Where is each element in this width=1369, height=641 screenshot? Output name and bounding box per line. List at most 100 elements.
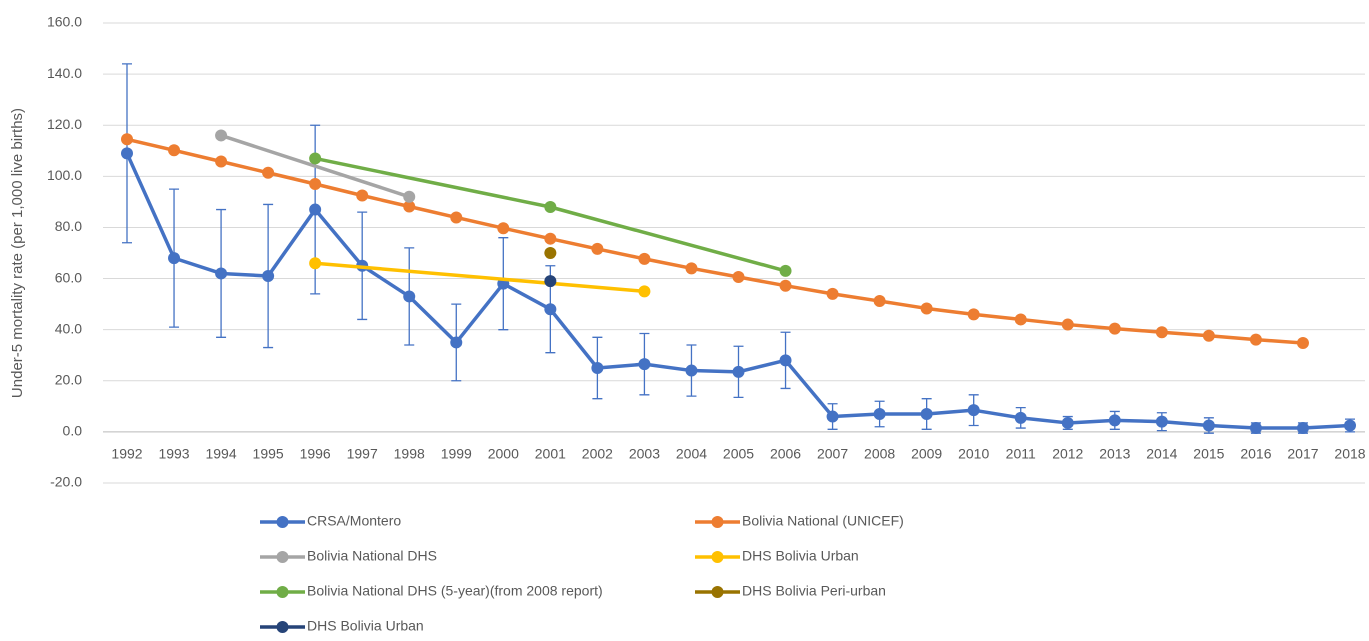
- data-point: [826, 410, 839, 423]
- data-point: [685, 262, 698, 275]
- data-point: [1155, 415, 1168, 428]
- y-tick-label: 100.0: [47, 167, 82, 183]
- data-point: [497, 222, 510, 235]
- data-point: [1061, 416, 1074, 429]
- data-point: [544, 275, 557, 288]
- data-point: [121, 147, 133, 160]
- x-tick-label: 1995: [253, 446, 284, 462]
- x-tick-label: 2002: [582, 446, 613, 462]
- x-tick-label: 1999: [441, 446, 472, 462]
- data-point: [591, 242, 604, 255]
- data-point: [1249, 422, 1262, 435]
- y-tick-label: 60.0: [55, 269, 82, 285]
- x-tick-label: 2009: [911, 446, 942, 462]
- series-line: [126, 137, 1304, 345]
- data-point: [732, 365, 745, 378]
- data-point: [403, 190, 416, 203]
- data-point: [450, 336, 463, 349]
- legend-marker: [276, 516, 289, 528]
- data-point: [1061, 318, 1074, 331]
- x-tick-label: 1992: [111, 446, 142, 462]
- data-point: [450, 211, 463, 224]
- x-tick-label: 1993: [158, 446, 189, 462]
- data-point: [1155, 326, 1168, 339]
- x-tick-label: 2017: [1287, 446, 1318, 462]
- legend-marker: [276, 586, 289, 598]
- data-point: [309, 257, 322, 270]
- data-point: [215, 267, 228, 280]
- x-tick-label: 1996: [300, 446, 331, 462]
- data-point: [544, 247, 557, 259]
- x-tick-label: 2005: [723, 446, 754, 462]
- data-point: [309, 152, 322, 165]
- x-tick-label: 2010: [958, 446, 989, 462]
- x-tick-label: 2008: [864, 446, 895, 462]
- data-point: [920, 408, 933, 420]
- x-tick-label: 2014: [1146, 446, 1177, 462]
- data-point: [1014, 411, 1027, 424]
- data-point: [732, 271, 745, 284]
- data-point: [121, 133, 133, 146]
- x-tick-label: 2007: [817, 446, 848, 462]
- data-point: [826, 287, 839, 300]
- data-point: [262, 270, 275, 282]
- x-tick-label: 2016: [1240, 446, 1271, 462]
- legend-marker: [276, 621, 289, 633]
- data-point: [544, 303, 557, 316]
- data-point: [215, 155, 228, 168]
- data-point: [168, 144, 181, 157]
- legend-marker: [711, 586, 724, 598]
- y-tick-label: 120.0: [47, 116, 82, 132]
- legend-marker: [711, 516, 724, 528]
- data-point: [1014, 313, 1027, 326]
- data-point: [638, 252, 651, 265]
- x-tick-label: 2000: [488, 446, 519, 462]
- x-tick-label: 1997: [347, 446, 378, 462]
- data-point: [168, 252, 181, 265]
- data-point: [1108, 322, 1121, 335]
- x-tick-label: 2004: [676, 446, 707, 462]
- data-point: [309, 178, 322, 190]
- y-tick-label: 0.0: [63, 423, 83, 439]
- data-point: [403, 200, 416, 213]
- data-point: [685, 364, 698, 377]
- data-point: [591, 362, 604, 374]
- data-point: [1202, 419, 1215, 432]
- data-point: [1344, 419, 1356, 432]
- data-point: [1296, 336, 1309, 349]
- data-point: [638, 358, 651, 371]
- legend-label: DHS Bolivia Urban: [307, 618, 424, 634]
- data-point: [1108, 414, 1121, 427]
- series-line: [315, 261, 645, 294]
- data-point: [262, 166, 275, 179]
- x-tick-label: 2003: [629, 446, 660, 462]
- legend-label: DHS Bolivia Urban: [742, 548, 859, 564]
- x-tick-label: 1994: [205, 446, 236, 462]
- data-point: [638, 285, 651, 298]
- x-tick-label: 2012: [1052, 446, 1083, 462]
- data-point: [544, 232, 557, 245]
- data-point: [873, 408, 886, 420]
- data-point: [920, 302, 933, 315]
- data-point: [215, 129, 228, 142]
- y-tick-label: 80.0: [55, 218, 82, 234]
- x-tick-label: 2006: [770, 446, 801, 462]
- data-point: [779, 264, 792, 277]
- x-tick-label: 2011: [1006, 446, 1036, 462]
- data-point: [544, 201, 557, 213]
- legend-label: Bolivia National DHS (5-year)(from 2008 …: [307, 583, 603, 599]
- x-tick-label: 1998: [394, 446, 425, 462]
- legend-label: Bolivia National (UNICEF): [742, 513, 904, 529]
- legend-marker: [711, 551, 724, 563]
- x-tick-label: 2001: [535, 446, 566, 462]
- x-tick-label: 2015: [1193, 446, 1224, 462]
- y-tick-label: 40.0: [55, 320, 82, 336]
- y-tick-label: 160.0: [47, 14, 82, 30]
- series-line: [220, 133, 410, 199]
- y-tick-label: 20.0: [55, 371, 82, 387]
- legend-label: CRSA/Montero: [307, 513, 401, 529]
- legend-label: DHS Bolivia Peri-urban: [742, 583, 886, 599]
- y-tick-label: 140.0: [47, 65, 82, 81]
- data-point: [779, 354, 792, 367]
